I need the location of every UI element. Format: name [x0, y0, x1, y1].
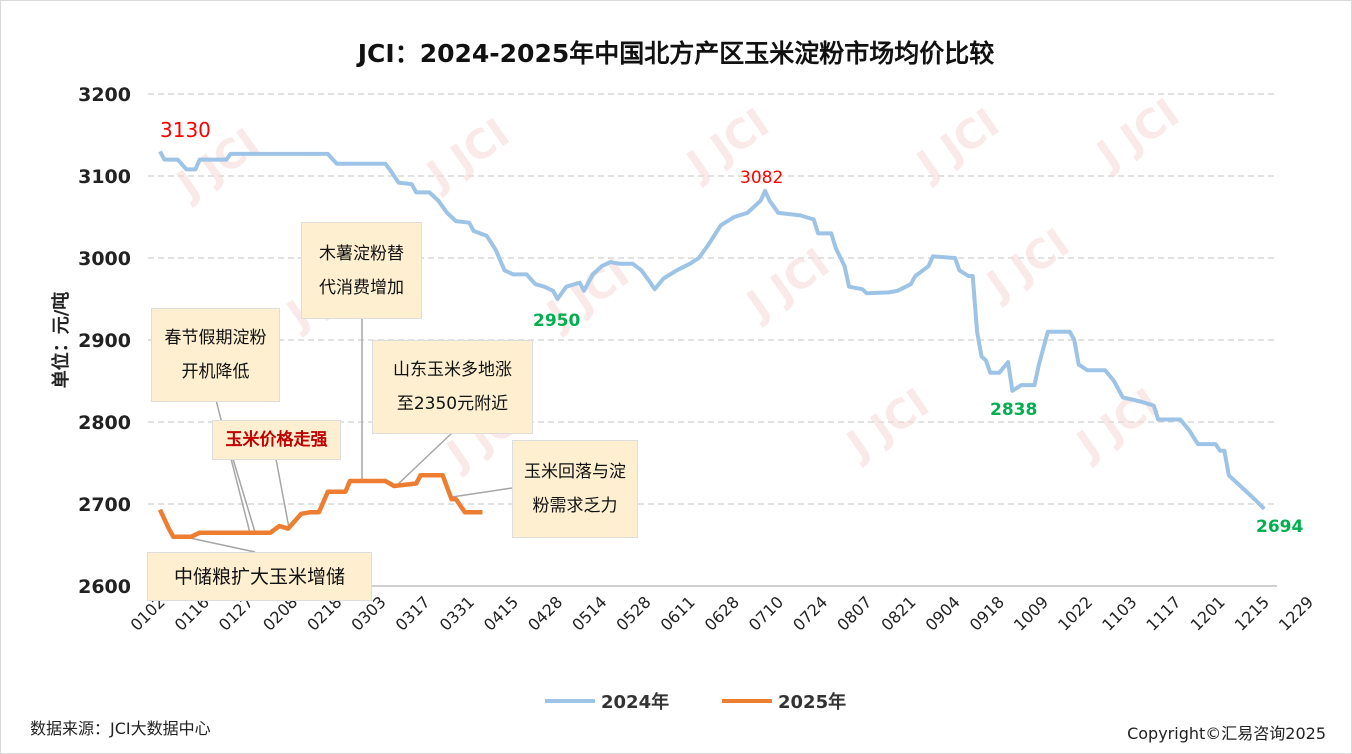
- y-tick-label: 2800: [78, 412, 131, 434]
- legend-label: 2025年: [778, 692, 847, 713]
- x-tick-label: 1215: [1231, 592, 1273, 634]
- y-tick-label: 2600: [78, 576, 131, 598]
- y-tick-label: 3200: [78, 84, 131, 106]
- y-tick-label: 3100: [78, 166, 131, 188]
- y-tick-label: 2700: [78, 494, 131, 516]
- x-tick-label: 0821: [877, 592, 919, 634]
- data-label-2950: 2950: [533, 311, 581, 331]
- x-tick-label: 0514: [568, 592, 610, 634]
- leader-line-shandong: [394, 431, 454, 488]
- chart-title: JCI：2024-2025年中国北方产区玉米淀粉市场均价比较: [357, 39, 995, 68]
- legend-label: 2024年: [601, 692, 670, 713]
- copyright: Copyright©汇易咨询2025: [1127, 724, 1326, 743]
- annotation-spring-festival: 春节假期淀粉 开机降低: [151, 308, 280, 402]
- x-tick-label: 0611: [657, 592, 699, 634]
- x-tick-label: 0918: [966, 592, 1008, 634]
- x-tick-label: 0724: [789, 592, 831, 634]
- legend-2024: 2024年: [545, 688, 669, 714]
- annotation-text: 至2350元附近: [396, 394, 509, 414]
- annotation-text: 代消费增加: [319, 277, 404, 298]
- annotation-sinograin: 中储粮扩大玉米增储: [147, 552, 372, 601]
- annotation-text: 粉需求乏力: [532, 496, 618, 516]
- y-tick-label: 2900: [78, 330, 131, 352]
- x-tick-label: 0317: [392, 592, 434, 634]
- watermark-logo: J JCI: [1067, 380, 1168, 470]
- legend-2025: 2025年: [722, 688, 846, 714]
- annotation-cassava: 木薯淀粉替 代消费增加: [301, 222, 422, 319]
- annotation-text: 玉米回落与淀: [524, 462, 626, 482]
- x-tick-label: 0331: [436, 592, 478, 634]
- leader-line-corn-strong-1: [232, 458, 256, 533]
- annotation-text: 中储粮扩大玉米增储: [173, 565, 345, 588]
- legend-swatch-2024: [545, 699, 595, 703]
- leader-line-corn-strong-2: [275, 458, 290, 529]
- legend-swatch-2025: [722, 699, 772, 703]
- y-tick-label: 3000: [78, 248, 131, 270]
- watermark-logo: J JCI: [417, 110, 518, 200]
- annotation-text: 山东玉米多地涨: [393, 360, 512, 380]
- x-tick-label: 0415: [480, 592, 522, 634]
- x-tick-label: 1022: [1054, 592, 1096, 634]
- x-tick-label: 0428: [524, 592, 566, 634]
- data-label-3082: 3082: [740, 168, 784, 188]
- x-tick-label: 1117: [1142, 592, 1184, 634]
- series-line-2025年: [157, 473, 483, 540]
- annotation-text: 木薯淀粉替: [319, 243, 404, 264]
- x-tick-label: 1201: [1187, 592, 1229, 634]
- data-label-2838: 2838: [990, 400, 1038, 420]
- series-line-2024年: [158, 150, 1266, 511]
- watermark-logo: J JCI: [1087, 90, 1188, 180]
- watermark-logo: J JCI: [977, 220, 1078, 310]
- x-tick-label: 0807: [833, 592, 875, 634]
- annotation-corn-fall: 玉米回落与淀 粉需求乏力: [512, 440, 638, 538]
- data-source: 数据来源：JCI大数据中心: [30, 719, 211, 738]
- x-tick-label: 0528: [612, 592, 654, 634]
- annotation-text: 开机降低: [181, 362, 250, 382]
- leader-line-sinograin: [189, 537, 256, 553]
- x-tick-label: 0904: [922, 592, 964, 634]
- watermark-logo: J JCI: [737, 240, 838, 330]
- watermark-logo: J JCI: [837, 380, 938, 470]
- data-label-2694: 2694: [1256, 517, 1304, 537]
- x-tick-label: 1009: [1010, 592, 1052, 634]
- x-tick-label: 0628: [701, 592, 743, 634]
- annotation-text: 玉米价格走强: [225, 430, 328, 450]
- annotation-text: 春节假期淀粉: [164, 328, 267, 348]
- leader-line-corn-fall: [451, 487, 513, 498]
- x-tick-label: 1229: [1275, 592, 1317, 634]
- annotation-corn-strong: 玉米价格走强: [212, 420, 341, 460]
- x-tick-label: 0710: [745, 592, 787, 634]
- data-label-3130: 3130: [160, 118, 211, 142]
- x-tick-label: 1103: [1098, 592, 1140, 634]
- annotation-shandong: 山东玉米多地涨 至2350元附近: [372, 340, 533, 434]
